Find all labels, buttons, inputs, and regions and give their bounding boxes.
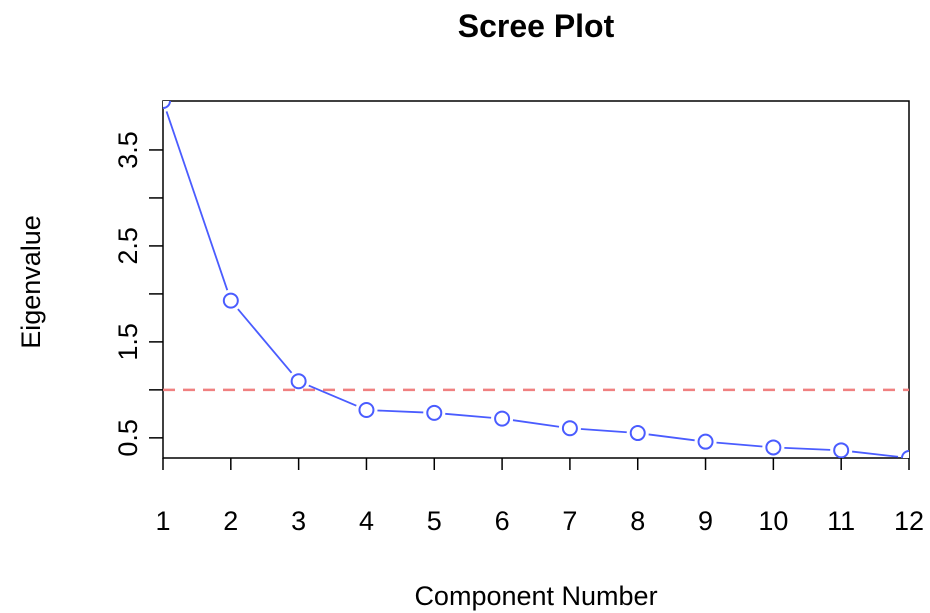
data-point — [163, 101, 171, 109]
series-segment — [716, 441, 763, 448]
series-segment — [308, 384, 357, 407]
data-point — [833, 442, 850, 458]
y-tick-label: 2.5 — [113, 227, 143, 265]
x-tick-label: 9 — [698, 506, 713, 536]
data-point — [629, 425, 646, 442]
series-segment — [377, 409, 424, 414]
y-tick-label: 0.5 — [113, 419, 143, 457]
x-tick-label: 1 — [155, 506, 170, 536]
series-segment — [445, 412, 492, 419]
series-segment — [580, 428, 627, 434]
y-tick-label: 3.5 — [113, 131, 143, 169]
data-point — [697, 433, 714, 450]
plot-inner — [163, 101, 909, 458]
series-segment — [512, 419, 560, 428]
series-segment — [852, 450, 899, 458]
x-axis: 1 2 3 4 5 6 7 8 9 10 11 12 — [155, 458, 924, 536]
y-axis: 0.5 1.5 2.5 3.5 — [113, 131, 163, 457]
data-point — [222, 292, 239, 309]
data-point — [290, 373, 307, 390]
x-tick-label: 3 — [291, 506, 306, 536]
y-axis-label: Eigenvalue — [16, 215, 46, 349]
data-point — [561, 420, 578, 437]
plot-area — [163, 101, 909, 458]
x-tick-label: 4 — [359, 506, 374, 536]
x-tick-label: 8 — [630, 506, 645, 536]
x-tick-label: 12 — [894, 506, 924, 536]
x-tick-label: 11 — [827, 506, 855, 536]
series-segment — [165, 111, 229, 291]
x-tick-label: 5 — [427, 506, 442, 536]
series-segment — [237, 308, 293, 374]
series-segment — [648, 433, 695, 442]
data-point — [901, 450, 909, 458]
x-tick-label: 6 — [495, 506, 510, 536]
data-point — [426, 404, 443, 421]
x-tick-label: 10 — [758, 506, 788, 536]
data-point — [765, 439, 782, 456]
x-axis-label: Component Number — [414, 581, 657, 611]
plot-frame — [162, 100, 910, 459]
y-tick-label: 1.5 — [113, 323, 143, 361]
series-segment — [784, 447, 831, 451]
data-point — [494, 410, 511, 427]
x-tick-label: 2 — [223, 506, 238, 536]
x-tick-label: 7 — [562, 506, 577, 536]
data-point — [358, 402, 375, 419]
chart-title: Scree Plot — [458, 8, 615, 44]
